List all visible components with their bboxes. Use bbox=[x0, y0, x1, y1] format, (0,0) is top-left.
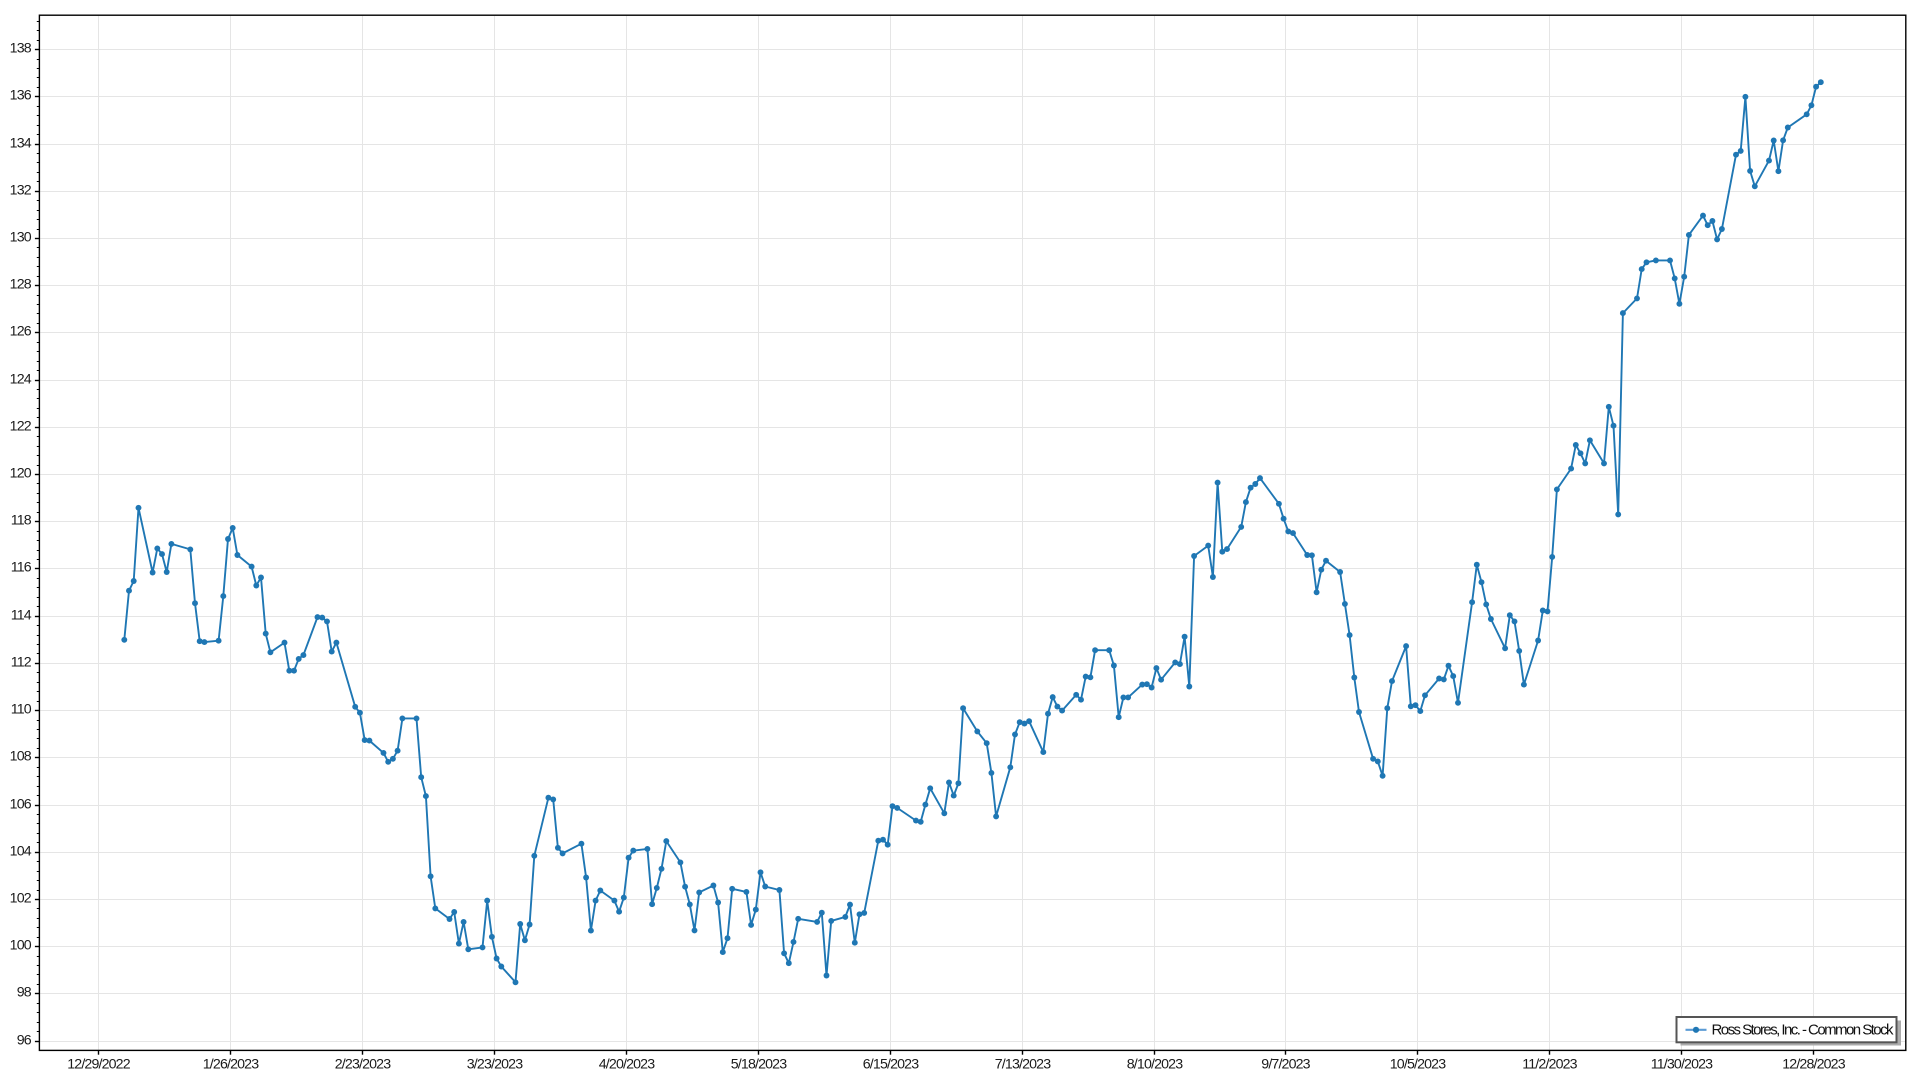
svg-text:8/10/2023: 8/10/2023 bbox=[1127, 1056, 1183, 1072]
svg-text:5/18/2023: 5/18/2023 bbox=[731, 1056, 787, 1072]
svg-text:108: 108 bbox=[10, 749, 32, 765]
svg-text:4/20/2023: 4/20/2023 bbox=[599, 1056, 655, 1072]
svg-text:134: 134 bbox=[10, 136, 32, 152]
svg-text:3/23/2023: 3/23/2023 bbox=[467, 1056, 523, 1072]
svg-text:98: 98 bbox=[17, 985, 32, 1001]
svg-text:2/23/2023: 2/23/2023 bbox=[335, 1056, 391, 1072]
svg-text:128: 128 bbox=[10, 277, 32, 293]
svg-text:130: 130 bbox=[10, 230, 32, 246]
svg-text:Ross Stores, Inc. - Common Sto: Ross Stores, Inc. - Common Stock bbox=[1712, 1021, 1895, 1038]
svg-text:100: 100 bbox=[10, 938, 32, 954]
svg-text:1/26/2023: 1/26/2023 bbox=[203, 1056, 259, 1072]
svg-text:126: 126 bbox=[10, 324, 32, 340]
svg-text:11/2/2023: 11/2/2023 bbox=[1522, 1056, 1577, 1072]
svg-text:7/13/2023: 7/13/2023 bbox=[995, 1056, 1051, 1072]
svg-text:116: 116 bbox=[11, 560, 32, 576]
svg-text:132: 132 bbox=[10, 183, 32, 199]
svg-text:118: 118 bbox=[11, 513, 32, 529]
svg-text:136: 136 bbox=[10, 88, 32, 104]
svg-text:96: 96 bbox=[17, 1033, 32, 1049]
svg-text:120: 120 bbox=[10, 466, 32, 482]
svg-text:11/30/2023: 11/30/2023 bbox=[1651, 1056, 1713, 1072]
svg-text:124: 124 bbox=[10, 372, 32, 388]
svg-text:102: 102 bbox=[10, 891, 32, 907]
svg-text:12/28/2023: 12/28/2023 bbox=[1782, 1056, 1845, 1072]
svg-text:9/7/2023: 9/7/2023 bbox=[1261, 1056, 1310, 1072]
svg-text:6/15/2023: 6/15/2023 bbox=[863, 1056, 919, 1072]
svg-text:110: 110 bbox=[11, 702, 32, 718]
svg-text:122: 122 bbox=[10, 419, 32, 435]
svg-text:112: 112 bbox=[11, 655, 32, 671]
svg-text:106: 106 bbox=[10, 797, 32, 813]
svg-text:138: 138 bbox=[10, 41, 32, 57]
svg-text:114: 114 bbox=[11, 608, 32, 624]
svg-text:10/5/2023: 10/5/2023 bbox=[1390, 1056, 1446, 1072]
svg-text:12/29/2022: 12/29/2022 bbox=[67, 1056, 130, 1072]
svg-text:104: 104 bbox=[10, 844, 32, 860]
